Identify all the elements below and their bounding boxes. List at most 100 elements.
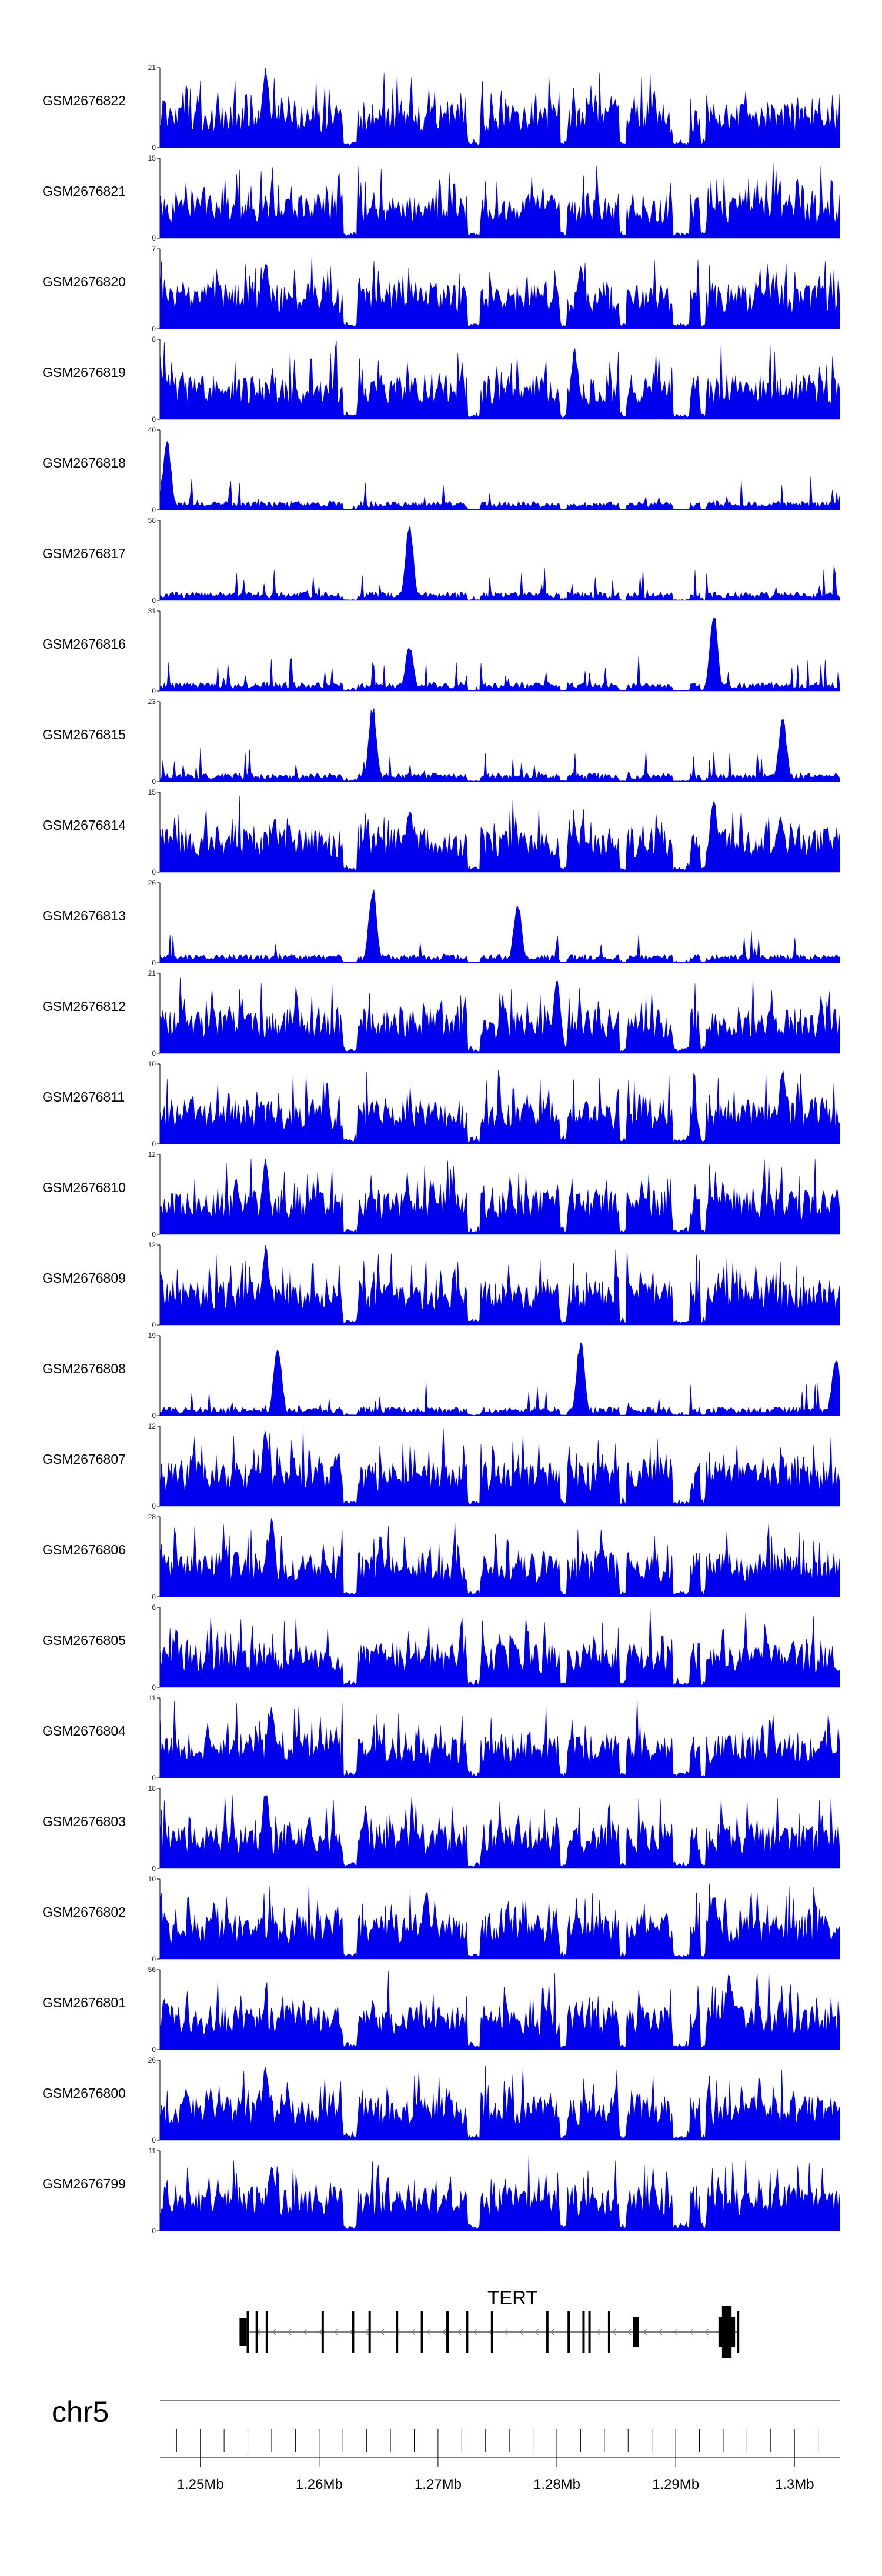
x-tick-label: 1.26Mb (296, 2477, 343, 2492)
track-GSM2676821: GSM2676821 15 0 (42, 154, 840, 242)
strand-arrow (272, 2328, 276, 2335)
y-max-label: 26 (148, 879, 156, 887)
track-label: GSM2676806 (42, 1542, 126, 1557)
track-label: GSM2676818 (42, 455, 126, 471)
strand-arrow (596, 2328, 601, 2335)
exon-block-core (721, 2306, 732, 2358)
y-max-label: 8 (152, 335, 156, 343)
y-min-label: 0 (152, 2136, 156, 2144)
y-max-label: 19 (148, 1332, 156, 1340)
track-GSM2676806: GSM2676806 28 0 (42, 1513, 840, 1601)
exon-block (466, 2311, 469, 2353)
track-label: GSM2676805 (42, 1633, 126, 1648)
track-GSM2676809: GSM2676809 12 0 (42, 1241, 840, 1329)
coverage-area (159, 163, 840, 239)
track-label: GSM2676799 (42, 2176, 126, 2191)
y-min-label: 0 (152, 778, 156, 786)
strand-arrow (442, 2328, 446, 2335)
exon-block (420, 2311, 423, 2353)
track-GSM2676816: GSM2676816 31 0 (42, 607, 840, 695)
strand-arrow (519, 2328, 523, 2335)
y-min-label: 0 (152, 1321, 156, 1329)
x-tick-label: 1.3Mb (775, 2477, 814, 2492)
strand-arrow (612, 2328, 616, 2335)
track-label: GSM2676820 (42, 274, 126, 289)
y-min-label: 0 (152, 959, 156, 967)
y-max-label: 31 (148, 607, 156, 615)
track-label: GSM2676808 (42, 1361, 126, 1376)
track-label: GSM2676822 (42, 93, 126, 108)
track-GSM2676799: GSM2676799 11 0 (42, 2147, 840, 2235)
coverage-area (159, 2065, 840, 2141)
y-min-label: 0 (152, 2227, 156, 2235)
strand-arrow (689, 2328, 693, 2335)
strand-arrow (658, 2328, 663, 2335)
exon-block (239, 2318, 247, 2346)
coverage-area (159, 1883, 840, 1960)
track-GSM2676803: GSM2676803 18 0 (42, 1784, 840, 1873)
coverage-area (159, 708, 840, 782)
y-max-label: 56 (148, 1966, 156, 1974)
exon-block (368, 2311, 371, 2353)
strand-arrow (411, 2328, 415, 2335)
track-label: GSM2676801 (42, 1995, 126, 2010)
exon-block (582, 2311, 585, 2353)
y-min-label: 0 (152, 506, 156, 514)
y-max-label: 7 (152, 245, 156, 253)
y-min-label: 0 (152, 868, 156, 876)
exon-block (633, 2317, 639, 2347)
coverage-area (159, 1970, 840, 2050)
y-max-label: 26 (148, 2056, 156, 2064)
y-max-label: 28 (148, 1513, 156, 1521)
strand-arrow (643, 2328, 647, 2335)
exon-block (352, 2311, 355, 2353)
y-min-label: 0 (152, 1864, 156, 1873)
y-max-label: 23 (148, 698, 156, 706)
track-GSM2676808: GSM2676808 19 0 (42, 1332, 840, 1420)
track-label: GSM2676817 (42, 546, 126, 561)
exon-block (255, 2311, 258, 2353)
coverage-area (159, 1070, 840, 1144)
track-GSM2676817: GSM2676817 58 0 (42, 516, 840, 605)
genome-axis: chr5 1.25Mb 1.26Mb 1.27Mb 1.28Mb 1.29Mb 1.3Mb (52, 2395, 840, 2492)
x-tick-label: 1.27Mb (415, 2477, 462, 2492)
y-max-label: 18 (148, 1784, 156, 1793)
y-max-label: 21 (148, 64, 156, 72)
exon-block (246, 2311, 249, 2353)
strand-arrow (534, 2328, 539, 2335)
track-label: GSM2676821 (42, 183, 126, 199)
track-GSM2676812: GSM2676812 21 0 (42, 969, 840, 1057)
y-min-label: 0 (152, 596, 156, 605)
track-GSM2676800: GSM2676800 26 0 (42, 2056, 840, 2144)
coverage-area (159, 889, 840, 963)
y-max-label: 6 (152, 1603, 156, 1611)
coverage-area (159, 1518, 840, 1597)
strand-arrow (288, 2328, 292, 2335)
strand-arrow (674, 2328, 678, 2335)
y-min-label: 0 (152, 1774, 156, 1782)
strand-arrow (627, 2328, 632, 2335)
coverage-area (159, 1699, 840, 1778)
coverage-area (159, 255, 840, 329)
track-GSM2676810: GSM2676810 12 0 (42, 1150, 840, 1239)
track-label: GSM2676800 (42, 2086, 126, 2101)
track-GSM2676807: GSM2676807 12 0 (42, 1422, 840, 1510)
y-min-label: 0 (152, 1230, 156, 1239)
coverage-area (159, 977, 840, 1054)
y-max-label: 11 (149, 2147, 156, 2155)
y-max-label: 12 (148, 1150, 156, 1159)
y-max-label: 11 (149, 1694, 156, 1702)
exon-block (396, 2311, 399, 2353)
exon-block (588, 2311, 591, 2353)
strand-arrow (318, 2328, 323, 2335)
track-label: GSM2676803 (42, 1814, 126, 1829)
y-min-label: 0 (152, 1955, 156, 1963)
track-label: GSM2676804 (42, 1723, 126, 1739)
gene-track: TERT (239, 2287, 740, 2358)
exon-block (737, 2311, 740, 2353)
chromosome-label: chr5 (52, 2395, 109, 2428)
y-min-label: 0 (152, 234, 156, 242)
track-label: GSM2676812 (42, 999, 126, 1014)
coverage-area (159, 1342, 840, 1416)
strand-arrow (365, 2328, 369, 2335)
